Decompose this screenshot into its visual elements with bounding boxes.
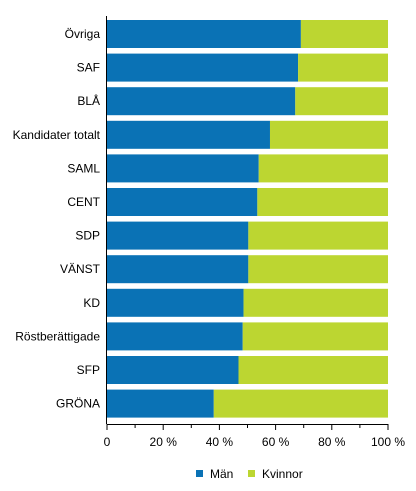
bar-saf-man [107,53,299,82]
bar-saml-man [107,154,259,183]
category-label: Övriga [65,27,101,41]
bar-sfp-man [107,356,239,384]
bar-sfp-kvinnor [238,356,388,384]
bar-sdp-kvinnor [248,221,388,250]
legend-swatch-kvinnor [248,470,255,477]
bar-saf-kvinnor [298,53,388,82]
category-label: SFP [77,363,100,377]
bar-bla-kvinnor [295,87,388,116]
bar-kandidater-totalt-man [107,120,270,149]
bar-saml-kvinnor [258,154,388,183]
category-label: Kandidater totalt [13,128,101,142]
bar-kandidater-totalt-kvinnor [269,120,388,149]
legend: Män Kvinnor [196,467,303,481]
category-label: SDP [75,229,100,243]
legend-label-kvinnor: Kvinnor [262,467,303,481]
category-label: SAF [77,61,100,75]
x-tick-label: 100 % [371,435,405,449]
category-labels: Övriga SAF BLÅ Kandidater totalt SAML CENT SDP… [13,27,101,411]
category-label: CENT [67,195,100,209]
bars-group [107,20,388,418]
x-tick-label: 80 % [318,435,346,449]
bar-grona-man [107,389,214,418]
bar-kd-man [107,288,244,317]
x-axis-ticks: 0 20 % 40 % 60 % 80 % 100 % [104,424,405,449]
bar-cent-kvinnor [257,188,388,216]
bar-cent-man [107,188,258,216]
bar-rostberattigade-kvinnor [242,322,388,351]
category-label: SAML [67,161,100,175]
bar-bla-man [107,87,296,116]
bar-ovriga-man [107,20,301,48]
category-label: GRÖNA [56,397,100,411]
bar-vanst-man [107,255,249,284]
x-tick-label: 40 % [206,435,234,449]
category-label: Röstberättigade [15,329,100,343]
bar-sdp-man [107,221,249,250]
bar-kd-kvinnor [243,288,388,317]
category-label: VÄNST [60,262,101,276]
bar-vanst-kvinnor [248,255,388,284]
category-label: KD [83,296,100,310]
x-tick-label: 0 [104,435,111,449]
category-label: BLÅ [77,93,100,108]
x-tick-label: 20 % [150,435,178,449]
bar-rostberattigade-man [107,322,243,351]
legend-label-man: Män [210,467,233,481]
x-tick-label: 60 % [262,435,290,449]
bar-grona-kvinnor [213,389,388,418]
bar-ovriga-kvinnor [300,20,388,48]
legend-swatch-man [196,470,203,477]
